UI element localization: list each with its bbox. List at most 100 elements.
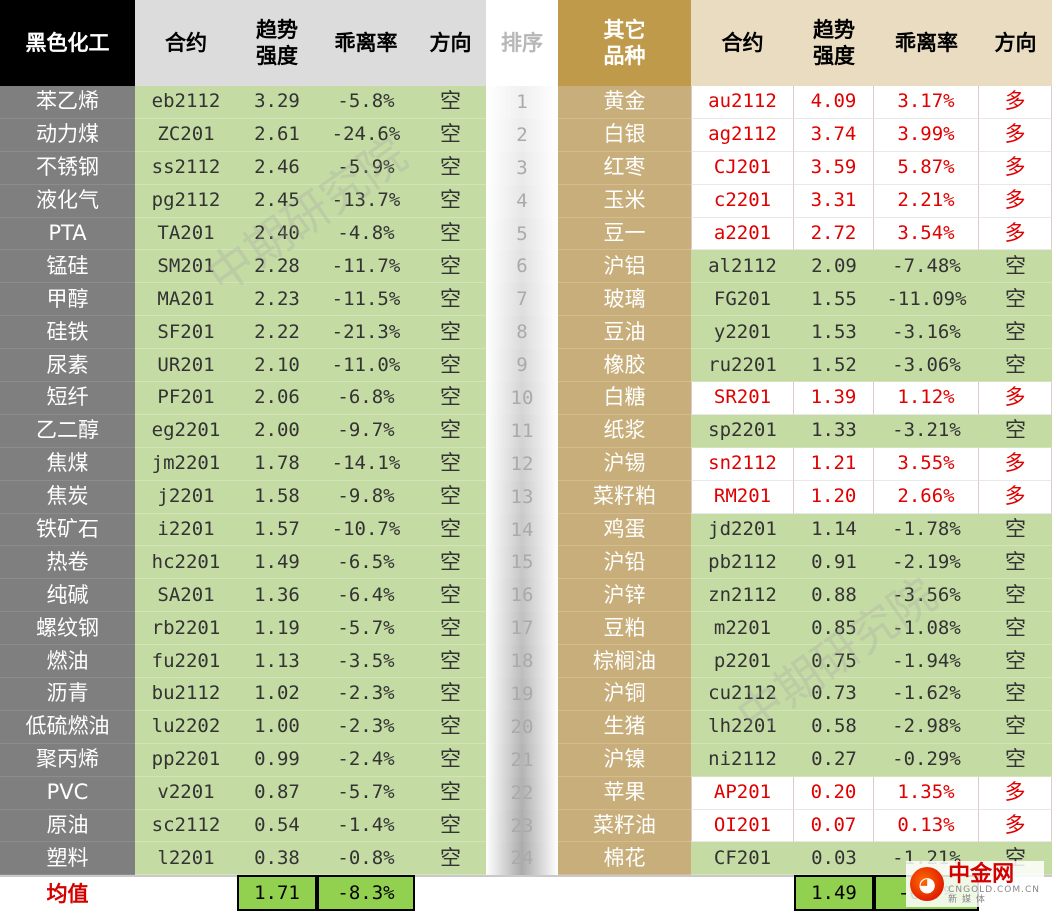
right-trend-strength: 4.09 (794, 86, 874, 119)
left-deviation-rate: -3.5% (317, 645, 415, 679)
right-direction: 空 (979, 612, 1052, 646)
left-direction: 空 (415, 612, 486, 646)
left-deviation-rate: -6.5% (317, 546, 415, 580)
right-trend-strength: 2.09 (794, 250, 874, 284)
left-direction: 空 (415, 743, 486, 777)
average-blank-right-name (558, 875, 691, 912)
right-commodity-name: 沪铅 (558, 546, 691, 580)
right-trend-strength: 0.07 (794, 809, 874, 843)
right-deviation-rate: -1.94% (874, 645, 979, 679)
right-direction: 空 (979, 710, 1052, 744)
rank-number: 18 (486, 645, 558, 679)
left-direction: 空 (415, 118, 486, 152)
header-right-strength: 趋势 强度 (794, 0, 874, 86)
right-trend-strength: 1.55 (794, 283, 874, 317)
right-commodity-name: 玉米 (558, 184, 691, 218)
right-contract-code: sp2201 (691, 414, 794, 448)
left-trend-strength: 1.02 (237, 678, 317, 711)
right-direction: 多 (979, 217, 1052, 251)
left-trend-strength: 1.78 (237, 447, 317, 481)
rank-number: 1 (486, 86, 558, 119)
average-blank-right-contract (691, 875, 794, 912)
right-direction: 空 (979, 414, 1052, 448)
left-direction: 空 (415, 447, 486, 481)
rank-number: 22 (486, 776, 558, 810)
right-commodity-name: 沪铝 (558, 250, 691, 284)
left-contract-code: UR201 (135, 349, 237, 383)
right-contract-code: AP201 (691, 776, 794, 810)
left-deviation-rate: -9.7% (317, 414, 415, 448)
left-deviation-rate: -1.4% (317, 809, 415, 843)
left-trend-strength: 1.00 (237, 710, 317, 744)
right-deviation-rate: -2.19% (874, 546, 979, 580)
left-direction: 空 (415, 349, 486, 383)
right-deviation-rate: -3.56% (874, 579, 979, 613)
left-contract-code: i2201 (135, 513, 237, 547)
left-deviation-rate: -5.8% (317, 86, 415, 119)
left-contract-code: bu2112 (135, 678, 237, 711)
right-commodity-name: 苹果 (558, 776, 691, 810)
header-left-group: 黑色化工 (0, 0, 135, 86)
right-commodity-name: 鸡蛋 (558, 513, 691, 547)
left-deviation-rate: -2.4% (317, 743, 415, 777)
left-contract-code: eg2201 (135, 414, 237, 448)
rank-number: 9 (486, 349, 558, 383)
right-trend-strength: 0.58 (794, 710, 874, 744)
right-deviation-rate: -0.29% (874, 743, 979, 777)
left-direction: 空 (415, 776, 486, 810)
rank-number: 12 (486, 447, 558, 481)
left-commodity-name: 短纤 (0, 382, 135, 415)
left-deviation-rate: -14.1% (317, 447, 415, 481)
header-left-strength: 趋势 强度 (237, 0, 317, 86)
left-contract-code: ss2112 (135, 151, 237, 185)
rank-number: 15 (486, 546, 558, 580)
rank-number: 13 (486, 480, 558, 514)
left-direction: 空 (415, 546, 486, 580)
left-deviation-rate: -4.8% (317, 217, 415, 251)
left-trend-strength: 2.46 (237, 151, 317, 185)
right-contract-code: RM201 (691, 480, 794, 514)
right-deviation-rate: -3.06% (874, 349, 979, 383)
left-trend-strength: 1.13 (237, 645, 317, 679)
left-trend-strength: 2.40 (237, 217, 317, 251)
left-commodity-name: 原油 (0, 809, 135, 843)
right-trend-strength: 0.91 (794, 546, 874, 580)
right-commodity-name: 豆油 (558, 316, 691, 350)
right-contract-code: lh2201 (691, 710, 794, 744)
logo-main-text: 中金网 (948, 862, 1015, 888)
left-deviation-rate: -6.4% (317, 579, 415, 613)
right-contract-code: y2201 (691, 316, 794, 350)
left-deviation-rate: -0.8% (317, 842, 415, 876)
right-direction: 空 (979, 743, 1052, 777)
left-deviation-rate: -5.7% (317, 612, 415, 646)
rank-number: 11 (486, 414, 558, 448)
header-left-contract: 合约 (135, 0, 237, 86)
left-direction: 空 (415, 579, 486, 613)
left-direction: 空 (415, 217, 486, 251)
right-commodity-name: 白银 (558, 118, 691, 152)
logo-sub-text: 新 媒 体 (948, 894, 986, 905)
left-trend-strength: 2.45 (237, 184, 317, 218)
right-direction: 多 (979, 151, 1052, 185)
rank-number: 14 (486, 513, 558, 547)
left-trend-strength: 2.23 (237, 283, 317, 317)
right-deviation-rate: 2.66% (874, 480, 979, 514)
left-trend-strength: 3.29 (237, 86, 317, 119)
right-trend-strength: 1.53 (794, 316, 874, 350)
left-contract-code: lu2202 (135, 710, 237, 744)
left-commodity-name: 苯乙烯 (0, 86, 135, 119)
left-commodity-name: PTA (0, 217, 135, 251)
left-deviation-rate: -10.7% (317, 513, 415, 547)
right-commodity-name: 红枣 (558, 151, 691, 185)
left-trend-strength: 2.06 (237, 382, 317, 415)
right-trend-strength: 0.85 (794, 612, 874, 646)
left-contract-code: fu2201 (135, 645, 237, 679)
right-commodity-name: 菜籽油 (558, 809, 691, 843)
left-contract-code: SM201 (135, 250, 237, 284)
right-contract-code: ag2112 (691, 118, 794, 152)
right-contract-code: m2201 (691, 612, 794, 646)
right-contract-code: sn2112 (691, 447, 794, 481)
right-deviation-rate: 1.12% (874, 382, 979, 415)
left-trend-strength: 1.19 (237, 612, 317, 646)
rank-number: 17 (486, 612, 558, 646)
